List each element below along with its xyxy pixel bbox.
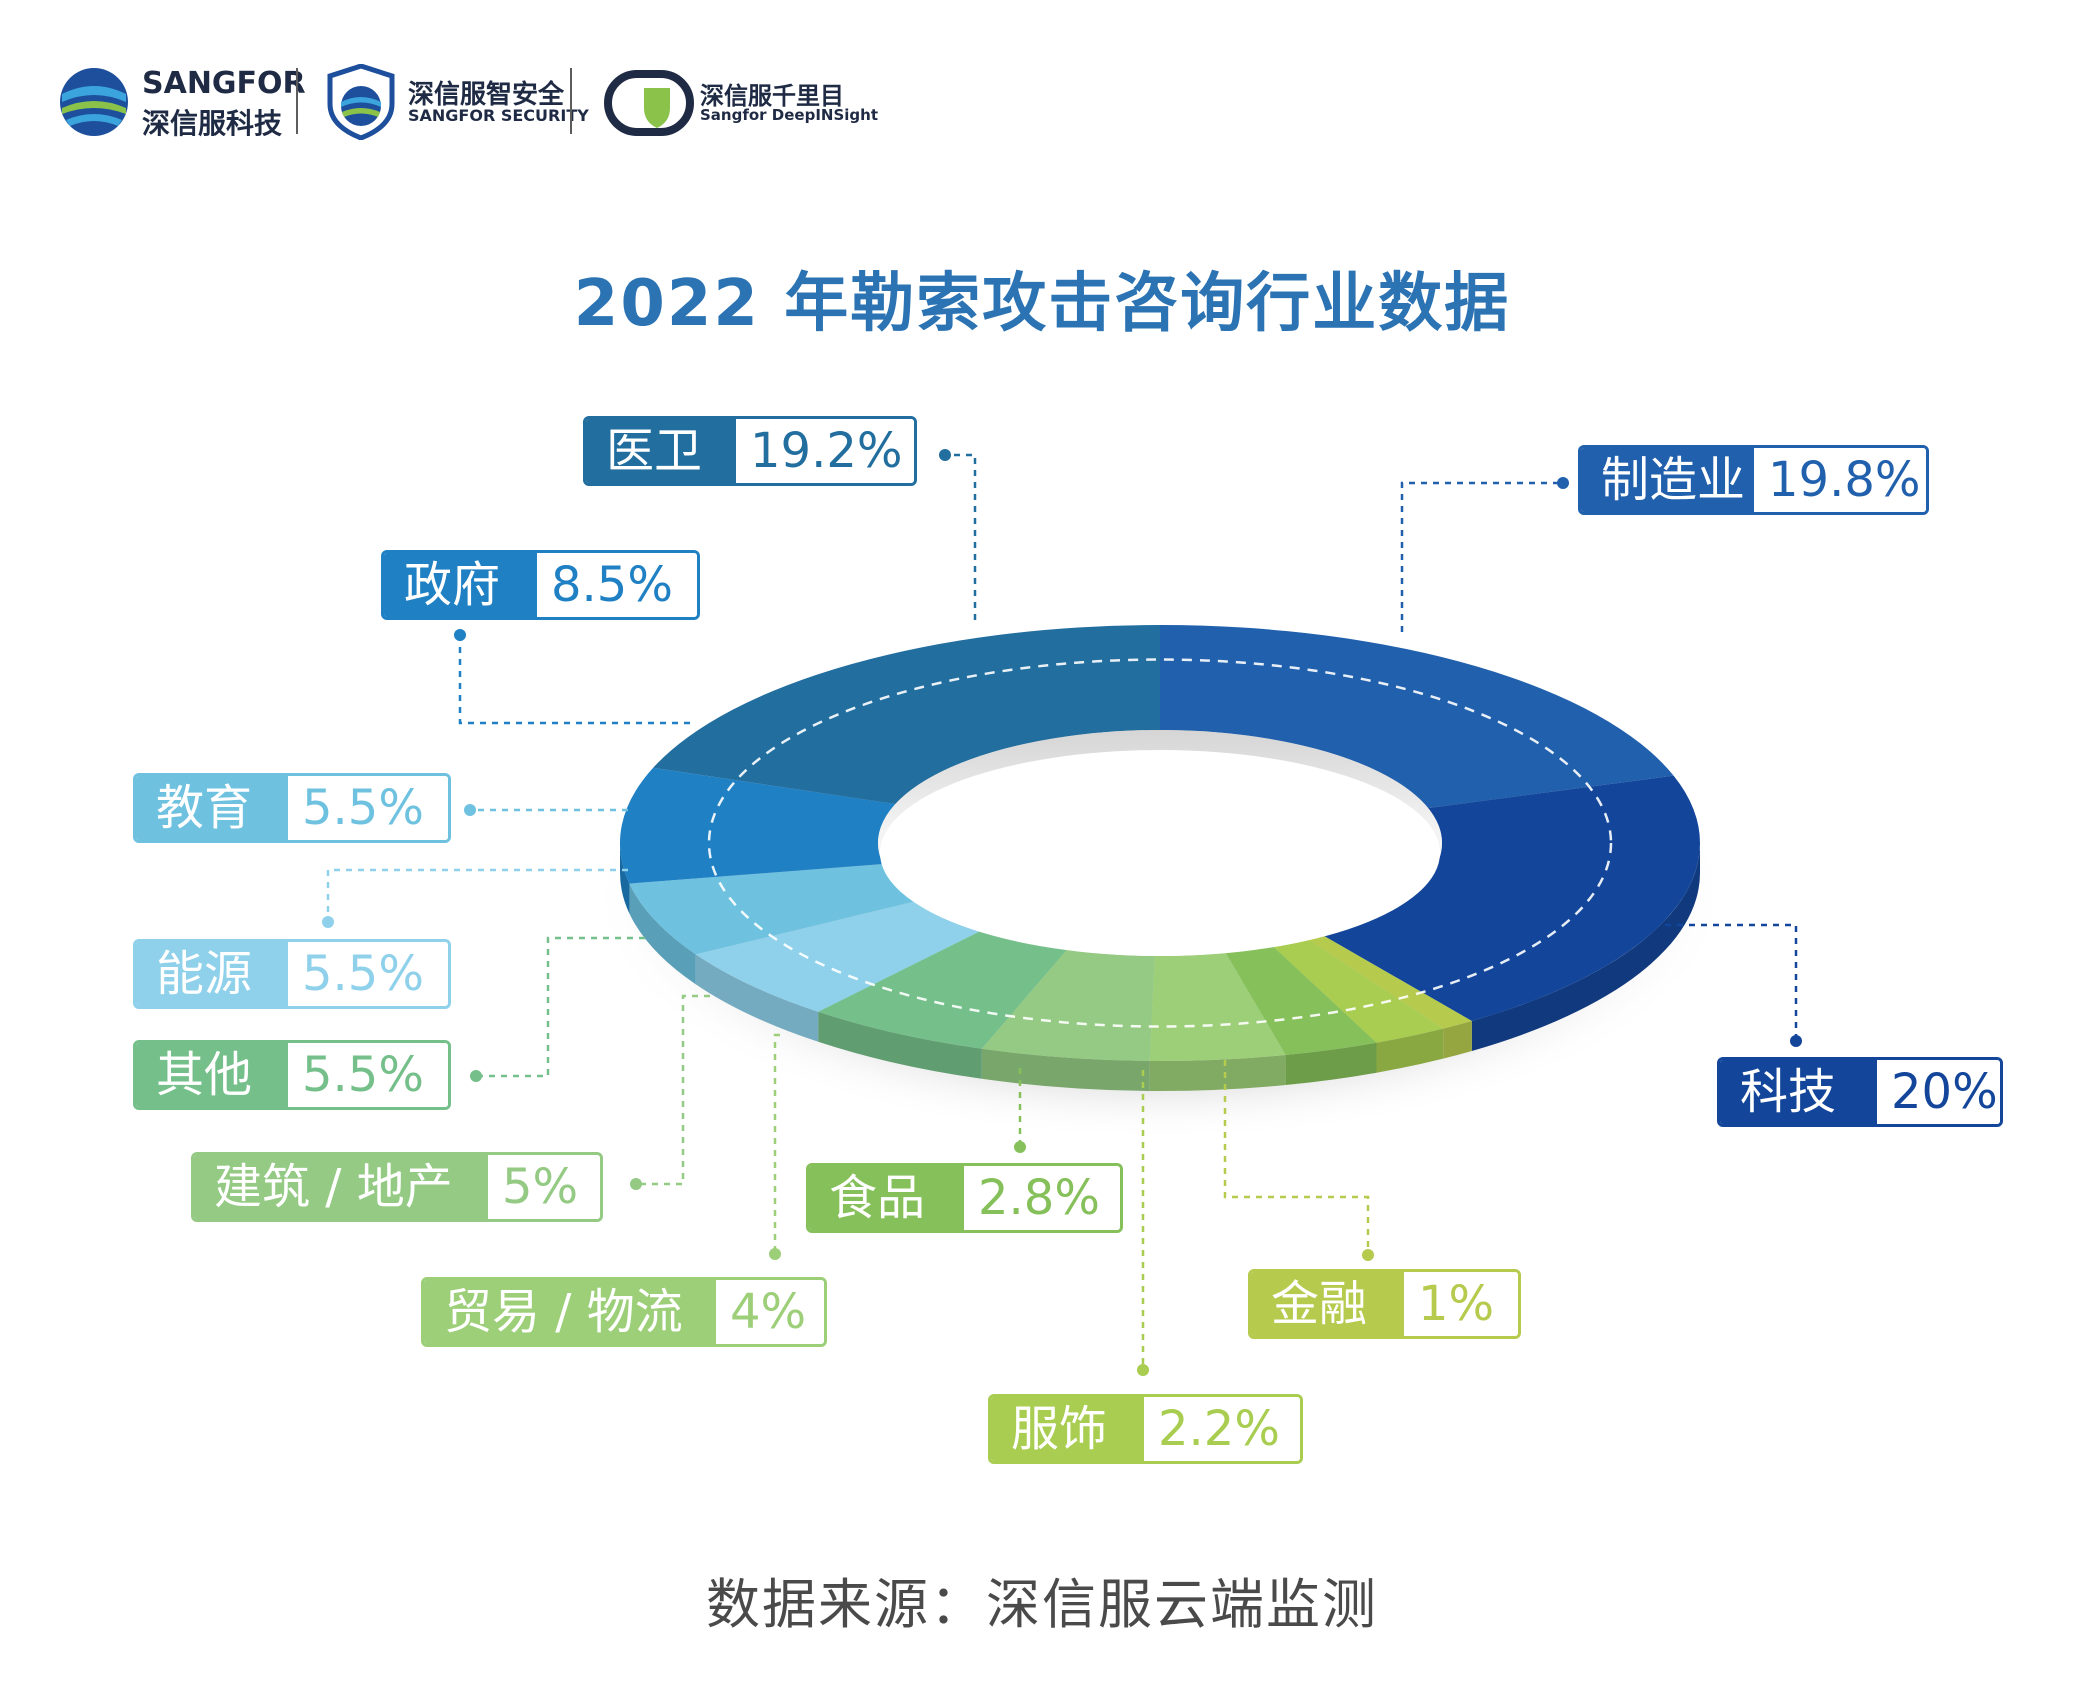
leader-government: [458, 635, 690, 725]
header-logos: SANGFOR 深信服科技 深信服智安全 SANGFOR SECURITY 深信…: [56, 60, 878, 142]
logo-divider: [296, 68, 298, 134]
label-education: 教育 5.5%: [133, 773, 451, 843]
leader-trade: [773, 1033, 780, 1254]
label-value-trade: 4%: [716, 1280, 824, 1344]
side-energy: [695, 954, 819, 1042]
label-trade: 贸易 / 物流 4%: [421, 1277, 827, 1347]
chart-title: 2022 年勒索攻击咨询行业数据: [573, 267, 1511, 341]
label-value-tech: 20%: [1877, 1060, 2000, 1124]
label-food: 食品 2.8%: [806, 1163, 1123, 1233]
side-food: [1285, 1042, 1377, 1086]
brand1-line1: SANGFOR: [142, 66, 306, 101]
label-value-finance: 1%: [1404, 1272, 1518, 1336]
slice-trade: [1149, 952, 1286, 1061]
label-name-medical: 医卫: [586, 419, 736, 483]
leader-dot-construction: [630, 1178, 642, 1190]
slice-education: [629, 864, 918, 955]
leader-dot-tech: [1790, 1035, 1802, 1047]
globe-icon: [60, 68, 128, 136]
slice-food: [1225, 946, 1377, 1056]
slice-tech: [1322, 775, 1700, 1021]
side-apparel: [1376, 1028, 1444, 1073]
label-name-education: 教育: [136, 776, 288, 840]
label-name-government: 政府: [384, 553, 537, 617]
leader-dot-medical: [939, 449, 951, 461]
brand2-line2: SANGFOR SECURITY: [408, 106, 589, 125]
label-value-food: 2.8%: [964, 1166, 1120, 1230]
label-other: 其他 5.5%: [133, 1040, 451, 1110]
label-value-medical: 19.2%: [736, 419, 914, 483]
slice-government: [620, 767, 896, 884]
sangfor-logo: SANGFOR 深信服科技: [56, 60, 306, 142]
leader-dot-finance: [1362, 1249, 1374, 1261]
label-name-food: 食品: [809, 1166, 964, 1230]
slice-apparel: [1273, 939, 1444, 1043]
leader-dot-energy: [322, 916, 334, 928]
eye-shield-icon: [604, 70, 694, 136]
leader-medical: [945, 453, 977, 620]
label-finance: 金融 1%: [1248, 1269, 1521, 1339]
dashed-ring: [707, 658, 1613, 1028]
side-other: [818, 1011, 982, 1079]
label-apparel: 服饰 2.2%: [988, 1394, 1303, 1464]
label-name-finance: 金融: [1251, 1272, 1404, 1336]
leader-dot-manufacturing: [1557, 477, 1569, 489]
leader-construction: [636, 994, 710, 1186]
label-energy: 能源 5.5%: [133, 939, 451, 1009]
leader-dot-trade: [769, 1248, 781, 1260]
label-value-manufacturing: 19.8%: [1754, 448, 1926, 512]
label-value-education: 5.5%: [288, 776, 448, 840]
slice-energy: [695, 900, 982, 1012]
slice-medical: [653, 625, 1160, 805]
label-name-construction: 建筑 / 地产: [194, 1155, 488, 1219]
side-construction: [981, 1048, 1150, 1091]
label-value-other: 5.5%: [288, 1043, 448, 1107]
label-name-trade: 贸易 / 物流: [424, 1280, 716, 1344]
label-value-construction: 5%: [488, 1155, 600, 1219]
label-name-manufacturing: 制造业: [1581, 448, 1754, 512]
label-construction: 建筑 / 地产 5%: [191, 1152, 603, 1222]
label-name-energy: 能源: [136, 942, 288, 1006]
brand2-line1: 深信服智安全: [408, 80, 565, 110]
brand3-line1: 深信服千里目: [700, 82, 844, 110]
slice-construction: [981, 949, 1155, 1061]
side-trade: [1149, 1055, 1286, 1091]
label-name-tech: 科技: [1720, 1060, 1877, 1124]
label-name-other: 其他: [136, 1043, 288, 1107]
leader-other: [476, 936, 645, 1078]
side-government: [620, 843, 630, 914]
leader-finance: [1223, 1060, 1370, 1255]
leader-energy: [326, 868, 628, 922]
label-value-apparel: 2.2%: [1144, 1397, 1300, 1461]
label-government: 政府 8.5%: [381, 550, 700, 620]
side-finance: [1443, 1020, 1472, 1059]
slice-other: [818, 930, 1067, 1049]
donut-hole-inner: [880, 750, 1440, 956]
leader-dot-other: [470, 1070, 482, 1082]
label-value-energy: 5.5%: [288, 942, 448, 1006]
leader-dot-education: [464, 804, 476, 816]
leader-dot-government: [454, 629, 466, 641]
brand3-line2: Sangfor DeepINSight: [700, 106, 878, 124]
side-education: [629, 883, 696, 985]
brand1-line2: 深信服科技: [142, 107, 283, 140]
shield-icon: [327, 64, 395, 140]
side-tech: [1471, 843, 1700, 1051]
logo-divider: [570, 68, 572, 134]
leader-manufacturing: [1400, 481, 1563, 632]
label-manufacturing: 制造业 19.8%: [1578, 445, 1929, 515]
slice-manufacturing: [1160, 625, 1674, 809]
label-value-government: 8.5%: [537, 553, 697, 617]
label-medical: 医卫 19.2%: [583, 416, 917, 486]
sangfor-deepinsight-logo: 深信服千里目 Sangfor DeepINSight: [604, 60, 878, 142]
sangfor-security-logo: 深信服智安全 SANGFOR SECURITY: [326, 60, 596, 142]
label-name-apparel: 服饰: [991, 1397, 1144, 1461]
label-tech: 科技 20%: [1717, 1057, 2003, 1127]
data-source: 数据来源：深信服云端监测: [706, 1573, 1378, 1636]
leader-dot-food: [1014, 1141, 1026, 1153]
slice-finance: [1307, 935, 1472, 1029]
leader-dot-apparel: [1137, 1364, 1149, 1376]
leader-tech: [1665, 923, 1798, 1041]
